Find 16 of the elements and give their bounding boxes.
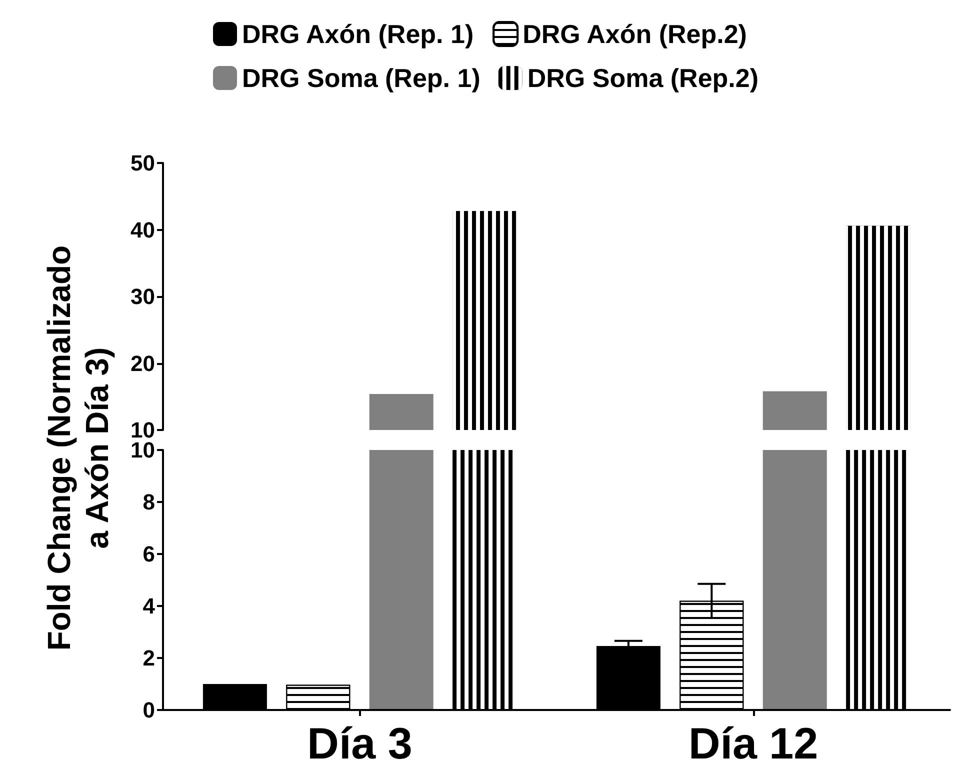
y-tick-label: 40	[130, 217, 155, 242]
legend-label: DRG Axón (Rep.2)	[522, 19, 747, 49]
y-tick-label: 6	[142, 542, 155, 566]
y-tick-label: 50	[130, 150, 155, 176]
x-tick-label: Día 12	[688, 720, 818, 768]
y-tick-label: 0	[142, 698, 155, 722]
y-tick-label: 20	[130, 350, 155, 376]
legend-label: DRG Soma (Rep. 1)	[242, 63, 480, 93]
y-tick-label: 30	[130, 284, 155, 309]
x-tick-label: Día 3	[307, 720, 412, 768]
y-tick-label: 8	[142, 490, 155, 514]
y-tick-label: 4	[142, 594, 156, 618]
legend-label: DRG Axón (Rep. 1)	[242, 19, 474, 49]
y-axis-title: Fold Change (Normalizado a Axón Día 3)	[40, 245, 116, 651]
legend-label: DRG Soma (Rep.2)	[527, 63, 759, 93]
y-tick-label: 2	[142, 646, 155, 670]
